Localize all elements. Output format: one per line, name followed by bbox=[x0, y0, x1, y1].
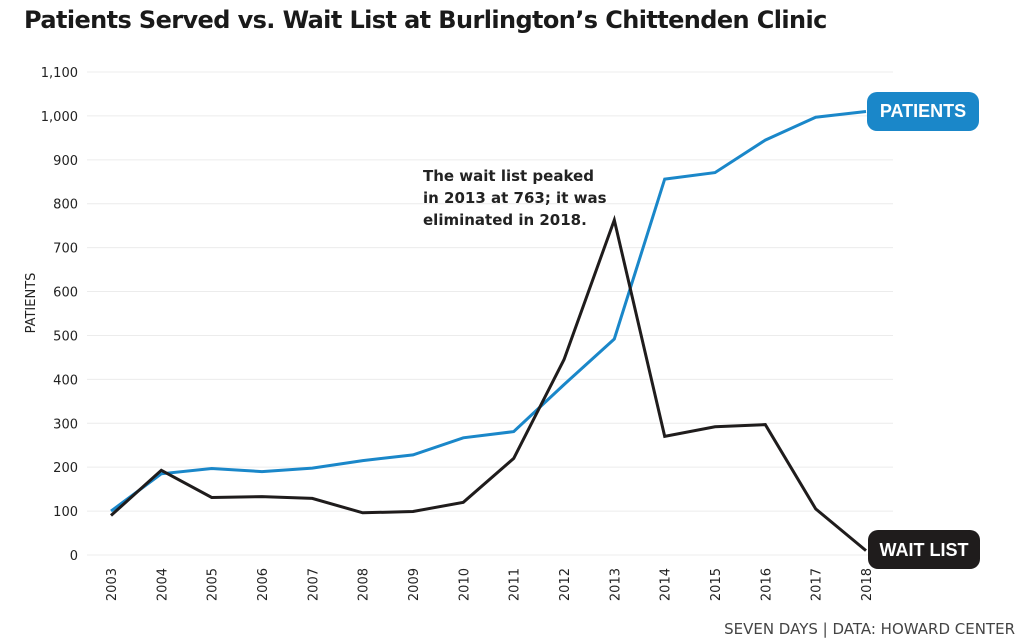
x-tick-label: 2006 bbox=[256, 568, 271, 601]
annotation-line-2: in 2013 at 763; it was bbox=[423, 189, 607, 207]
y-tick-label: 500 bbox=[53, 329, 78, 344]
y-axis-ticks: 0 100 200 300 400 500 600 700 800 900 1,000 1,100 bbox=[41, 66, 78, 564]
x-tick-label: 2012 bbox=[558, 568, 573, 601]
x-tick-label: 2010 bbox=[457, 568, 472, 601]
series-labels: PATIENTS WAIT LIST bbox=[867, 92, 980, 569]
y-tick-label: 800 bbox=[53, 198, 78, 213]
y-tick-label: 700 bbox=[53, 242, 78, 257]
wait-list-label: WAIT LIST bbox=[868, 530, 980, 569]
x-tick-label: 2003 bbox=[105, 568, 120, 601]
patients-label-text: PATIENTS bbox=[880, 101, 966, 121]
x-tick-label: 2014 bbox=[659, 568, 674, 601]
wait-list-line bbox=[109, 214, 867, 552]
patients-label-box bbox=[867, 92, 979, 131]
patients-line bbox=[110, 110, 867, 513]
chart-title: Patients Served vs. Wait List at Burling… bbox=[24, 6, 827, 34]
x-tick-label: 2005 bbox=[206, 568, 221, 601]
series-lines bbox=[109, 110, 867, 552]
y-tick-label: 1,000 bbox=[41, 110, 78, 125]
wait-list-label-text: WAIT LIST bbox=[880, 540, 969, 560]
y-tick-label: 900 bbox=[53, 154, 78, 169]
x-tick-label: 2015 bbox=[709, 568, 724, 601]
x-tick-label: 2016 bbox=[759, 568, 774, 601]
y-tick-label: 400 bbox=[53, 373, 78, 388]
wait-list-label-box bbox=[868, 530, 980, 569]
y-tick-label: 1,100 bbox=[41, 66, 78, 81]
x-tick-label: 2018 bbox=[860, 568, 875, 601]
annotation-line-3: eliminated in 2018. bbox=[423, 211, 587, 229]
x-tick-label: 2007 bbox=[306, 568, 321, 601]
x-tick-label: 2008 bbox=[357, 568, 372, 601]
source-credit: SEVEN DAYS | DATA: HOWARD CENTER bbox=[724, 620, 1015, 638]
y-tick-label: 0 bbox=[70, 549, 78, 564]
y-tick-label: 600 bbox=[53, 286, 78, 301]
patients-label: PATIENTS bbox=[867, 92, 979, 131]
x-tick-label: 2017 bbox=[810, 568, 825, 601]
annotation-line-1: The wait list peaked bbox=[423, 167, 594, 185]
y-tick-label: 300 bbox=[53, 417, 78, 432]
y-tick-label: 100 bbox=[53, 505, 78, 520]
x-tick-label: 2013 bbox=[608, 568, 623, 601]
x-tick-label: 2004 bbox=[155, 568, 170, 601]
y-tick-label: 200 bbox=[53, 461, 78, 476]
gridlines bbox=[87, 71, 893, 556]
x-axis-ticks: 2003 2004 2005 2006 2007 2008 2009 2010 2011 2012… bbox=[105, 568, 875, 601]
x-tick-label: 2009 bbox=[407, 568, 422, 601]
y-axis-label: PATIENTS bbox=[24, 273, 39, 334]
x-tick-label: 2011 bbox=[508, 568, 523, 601]
